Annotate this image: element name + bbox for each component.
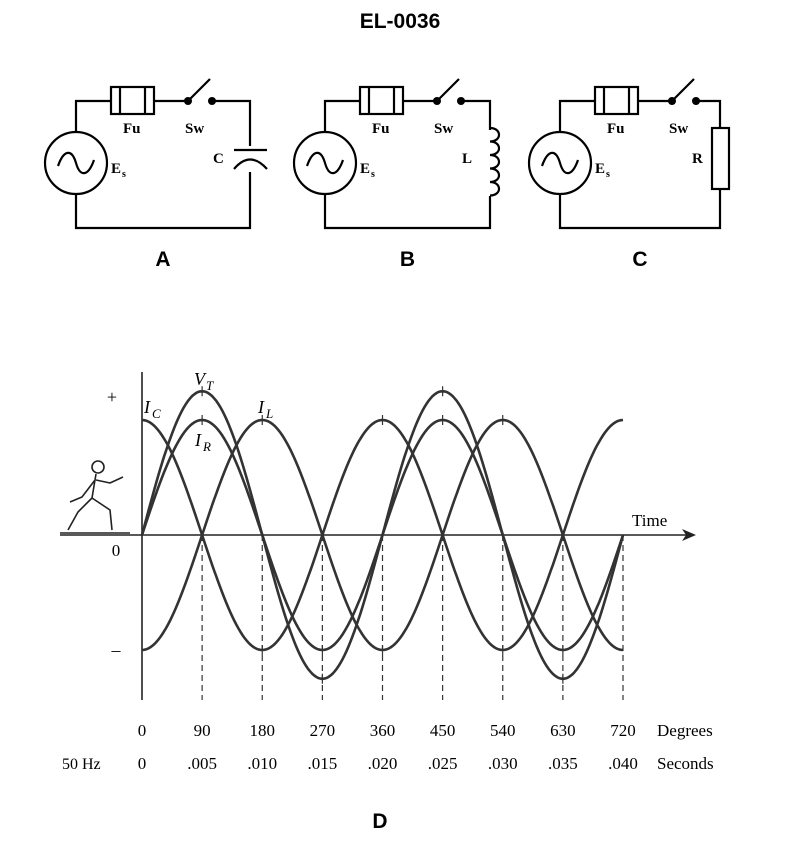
curve-label-subscript: R <box>202 439 211 454</box>
runner-head <box>91 460 105 474</box>
curve-label: I <box>143 397 151 417</box>
switch-contact <box>208 97 216 105</box>
degree-tick-label: 270 <box>310 721 336 740</box>
plus-label: + <box>107 387 117 407</box>
seconds-label: Seconds <box>657 754 714 773</box>
seconds-tick-label: .005 <box>187 754 217 773</box>
seconds-tick-label: .010 <box>247 754 277 773</box>
curve-label-subscript: C <box>152 406 161 421</box>
curve-label-subscript: T <box>206 378 214 393</box>
wire <box>323 99 492 230</box>
curve-ir <box>140 418 625 652</box>
load-label: C <box>213 151 224 167</box>
panel-label: C <box>632 248 647 271</box>
seconds-tick-label: .030 <box>488 754 518 773</box>
fuse-icon <box>109 85 156 116</box>
wire <box>74 99 111 132</box>
circuit-a: Fu Sw E s C A <box>43 78 268 271</box>
source-label: E <box>111 161 121 177</box>
seconds-tick-label: .015 <box>308 754 338 773</box>
degree-tick-label: 450 <box>430 721 456 740</box>
seconds-tick-label: .025 <box>428 754 458 773</box>
switch-contact <box>457 97 465 105</box>
ac-source-icon <box>292 130 358 196</box>
fuse-label: Fu <box>372 121 390 137</box>
switch-contact <box>692 97 700 105</box>
seconds-tick-label: .035 <box>548 754 578 773</box>
sine-wave-icon <box>305 151 345 175</box>
switch-blade-icon <box>671 78 695 102</box>
inductor-icon <box>489 126 501 197</box>
degree-tick-label: 540 <box>490 721 516 740</box>
source-subscript: s <box>371 169 375 180</box>
panel-label: D <box>372 810 387 833</box>
circuit-c: Fu Sw E s R C <box>527 78 731 271</box>
wire <box>558 99 722 230</box>
runner-figure-icon <box>60 460 130 534</box>
fuse-label: Fu <box>123 121 141 137</box>
sine-wave-icon <box>56 151 96 175</box>
wire <box>558 99 595 132</box>
switch-blade-icon <box>187 78 211 102</box>
frequency-label: 50 Hz <box>62 756 101 773</box>
degree-tick-label: 180 <box>250 721 276 740</box>
source-subscript: s <box>606 169 610 180</box>
curve-label: I <box>257 397 265 417</box>
switch-label: Sw <box>669 121 688 137</box>
switch-label: Sw <box>434 121 453 137</box>
zero-label: 0 <box>112 541 121 560</box>
curve-label-subscript: L <box>265 406 273 421</box>
source-label: E <box>595 161 605 177</box>
ac-source-icon <box>527 130 593 196</box>
curve-label: I <box>194 430 202 450</box>
degree-tick-label: 630 <box>550 721 576 740</box>
circuit-b: Fu Sw E s L B <box>292 78 501 271</box>
fuse-label: Fu <box>607 121 625 137</box>
capacitor-plate <box>233 158 268 170</box>
runner-body <box>67 473 124 531</box>
switch-label: Sw <box>185 121 204 137</box>
sine-wave-icon <box>540 151 580 175</box>
seconds-tick-label: .040 <box>608 754 638 773</box>
degrees-label: Degrees <box>657 721 713 740</box>
minus-label: – <box>111 640 122 660</box>
degree-tick-label: 360 <box>370 721 396 740</box>
panel-label: B <box>400 248 415 271</box>
source-label: E <box>360 161 370 177</box>
degree-tick-label: 90 <box>194 721 211 740</box>
fuse-icon <box>593 85 640 116</box>
curve-label: V <box>194 369 207 389</box>
load-label: L <box>462 151 472 167</box>
degree-tick-label: 720 <box>610 721 636 740</box>
arrow-head-icon <box>682 529 696 541</box>
wire <box>74 99 252 230</box>
panel-label: A <box>155 248 170 271</box>
resistor-icon <box>710 126 731 191</box>
time-label: Time <box>632 511 667 530</box>
degree-tick-label: 0 <box>138 721 147 740</box>
seconds-tick-label: .020 <box>368 754 398 773</box>
seconds-tick-label: 0 <box>138 754 147 773</box>
load-label: R <box>692 151 703 167</box>
source-subscript: s <box>122 169 126 180</box>
wire <box>323 99 360 132</box>
ac-source-icon <box>43 130 109 196</box>
fuse-icon <box>358 85 405 116</box>
title: EL-0036 <box>360 10 441 33</box>
switch-blade-icon <box>436 78 460 102</box>
